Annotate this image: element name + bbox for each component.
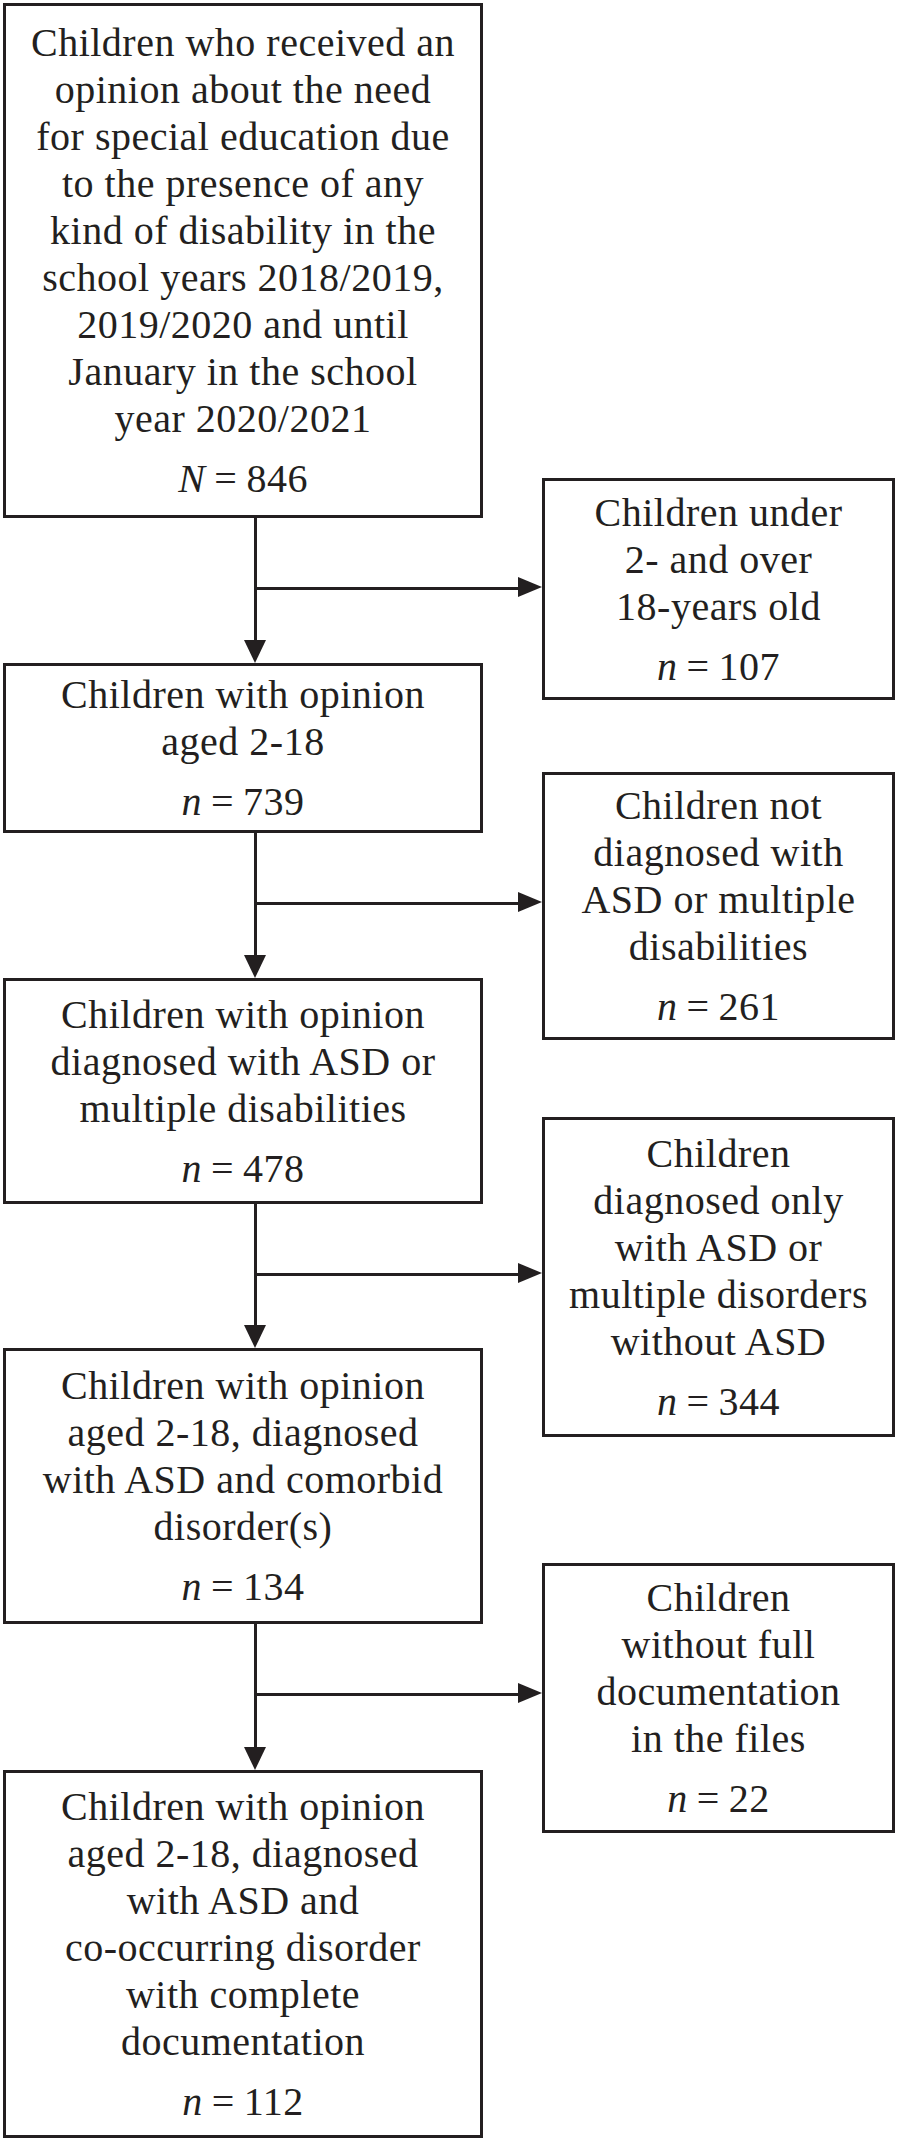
arrow-down-icon-3 bbox=[244, 1325, 266, 1348]
n-value: 134 bbox=[243, 1564, 305, 1609]
equals-sign: = bbox=[697, 1775, 720, 1822]
main-box-4: Children with opinion aged 2-18, diagnos… bbox=[3, 1348, 483, 1624]
arrow-right-icon-3 bbox=[518, 1263, 542, 1283]
main-box-1-count: N=846 bbox=[178, 455, 308, 502]
n-symbol: n bbox=[657, 644, 678, 689]
exclusion-box-3: Children diagnosed only with ASD or mult… bbox=[542, 1117, 895, 1437]
n-value: 478 bbox=[243, 1146, 305, 1191]
arrow-down-icon-4 bbox=[244, 1747, 266, 1770]
flow-line-branch-3 bbox=[254, 1273, 520, 1276]
n-value: 22 bbox=[729, 1776, 770, 1821]
equals-sign: = bbox=[686, 1378, 709, 1425]
exclusion-box-4: Children without full documentation in t… bbox=[542, 1563, 895, 1833]
n-symbol: n bbox=[657, 1379, 678, 1424]
main-box-4-text: Children with opinion aged 2-18, diagnos… bbox=[43, 1362, 443, 1550]
n-symbol: n bbox=[181, 779, 202, 824]
n-value: 107 bbox=[719, 644, 781, 689]
arrow-right-icon-1 bbox=[518, 577, 542, 597]
arrow-down-icon-2 bbox=[244, 955, 266, 978]
exclusion-box-1: Children under 2- and over 18-years old … bbox=[542, 478, 895, 700]
n-symbol: n bbox=[657, 984, 678, 1029]
exclusion-box-2-count: n=261 bbox=[657, 983, 780, 1030]
flow-line-branch-4 bbox=[254, 1693, 520, 1696]
exclusion-box-3-count: n=344 bbox=[657, 1378, 780, 1425]
arrow-right-icon-2 bbox=[518, 892, 542, 912]
n-value: 112 bbox=[244, 2079, 304, 2124]
exclusion-box-3-text: Children diagnosed only with ASD or mult… bbox=[569, 1130, 868, 1365]
equals-sign: = bbox=[686, 643, 709, 690]
flow-line-branch-1 bbox=[254, 587, 520, 590]
exclusion-box-4-text: Children without full documentation in t… bbox=[596, 1574, 840, 1762]
n-symbol: n bbox=[182, 2079, 203, 2124]
flow-line-vertical-2 bbox=[254, 833, 257, 958]
main-box-5-text: Children with opinion aged 2-18, diagnos… bbox=[61, 1783, 425, 2065]
n-symbol: n bbox=[181, 1146, 202, 1191]
main-box-2: Children with opinion aged 2-18 n=739 bbox=[3, 663, 483, 833]
main-box-1-text: Children who received an opinion about t… bbox=[31, 19, 455, 442]
exclusion-box-2-text: Children not diagnosed with ASD or multi… bbox=[581, 782, 855, 970]
arrow-right-icon-4 bbox=[518, 1683, 542, 1703]
main-box-5-count: n=112 bbox=[182, 2078, 304, 2125]
main-box-3: Children with opinion diagnosed with ASD… bbox=[3, 978, 483, 1204]
flow-line-vertical-3 bbox=[254, 1204, 257, 1328]
equals-sign: = bbox=[211, 778, 234, 825]
main-box-2-count: n=739 bbox=[181, 778, 304, 825]
flow-line-vertical-4 bbox=[254, 1624, 257, 1750]
main-box-2-text: Children with opinion aged 2-18 bbox=[61, 671, 425, 765]
exclusion-box-2: Children not diagnosed with ASD or multi… bbox=[542, 772, 895, 1040]
exclusion-box-1-text: Children under 2- and over 18-years old bbox=[594, 489, 842, 630]
flow-line-branch-2 bbox=[254, 902, 520, 905]
equals-sign: = bbox=[686, 983, 709, 1030]
equals-sign: = bbox=[211, 1145, 234, 1192]
flowchart-canvas: Children who received an opinion about t… bbox=[0, 0, 897, 2142]
equals-sign: = bbox=[211, 1563, 234, 1610]
n-symbol: n bbox=[181, 1564, 202, 1609]
main-box-4-count: n=134 bbox=[181, 1563, 304, 1610]
main-box-1: Children who received an opinion about t… bbox=[3, 3, 483, 518]
main-box-3-count: n=478 bbox=[181, 1145, 304, 1192]
main-box-3-text: Children with opinion diagnosed with ASD… bbox=[51, 991, 436, 1132]
equals-sign: = bbox=[212, 2078, 235, 2125]
exclusion-box-4-count: n=22 bbox=[667, 1775, 770, 1822]
exclusion-box-1-count: n=107 bbox=[657, 643, 780, 690]
flow-line-vertical-1 bbox=[254, 518, 257, 643]
arrow-down-icon-1 bbox=[244, 640, 266, 663]
n-value: 344 bbox=[719, 1379, 781, 1424]
n-symbol: n bbox=[667, 1776, 688, 1821]
n-value: 261 bbox=[719, 984, 781, 1029]
n-symbol: N bbox=[178, 456, 205, 501]
equals-sign: = bbox=[214, 455, 237, 502]
n-value: 739 bbox=[243, 779, 305, 824]
main-box-5: Children with opinion aged 2-18, diagnos… bbox=[3, 1770, 483, 2138]
n-value: 846 bbox=[246, 456, 308, 501]
